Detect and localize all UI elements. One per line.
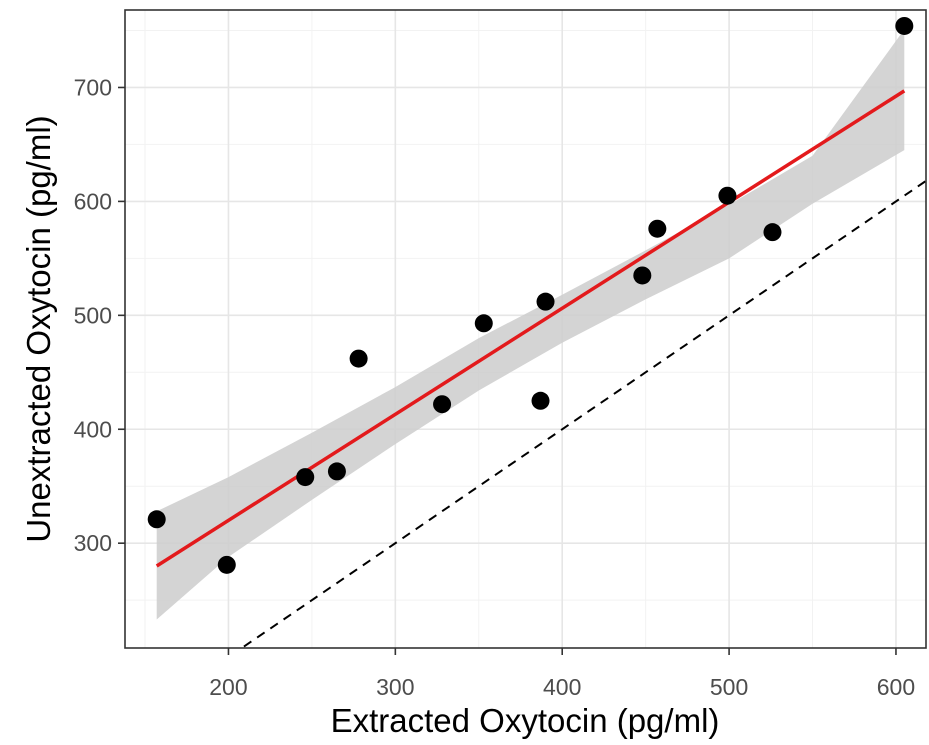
- x-axis-title: Extracted Oxytocin (pg/ml): [331, 702, 720, 739]
- data-point: [531, 391, 550, 410]
- x-tick-label: 300: [376, 674, 414, 700]
- x-axis-ticks: 200 300 400 500 600: [209, 648, 915, 700]
- y-tick-label: 300: [74, 530, 112, 556]
- y-tick-label: 400: [74, 416, 112, 442]
- data-point: [349, 349, 368, 368]
- identity-reference-line: [240, 180, 926, 648]
- data-point: [633, 266, 652, 285]
- data-point: [763, 223, 782, 242]
- data-point: [296, 468, 315, 487]
- y-tick-label: 600: [74, 188, 112, 214]
- plot-border: [124, 9, 927, 649]
- y-axis-title: Unextracted Oxytocin (pg/ml): [20, 115, 57, 542]
- y-axis-ticks: 300 400 500 600 700: [74, 74, 125, 556]
- regression-line: [155, 89, 906, 568]
- data-point: [474, 314, 493, 333]
- data-point: [536, 292, 555, 311]
- data-point: [648, 219, 667, 238]
- x-tick-label: 400: [543, 674, 581, 700]
- x-tick-label: 600: [877, 674, 915, 700]
- x-tick-label: 500: [710, 674, 748, 700]
- data-point: [895, 16, 914, 35]
- data-points: [147, 16, 914, 574]
- data-point: [327, 462, 346, 481]
- y-tick-label: 700: [74, 74, 112, 100]
- data-point: [433, 395, 452, 414]
- data-point: [147, 510, 166, 529]
- data-point: [217, 555, 236, 574]
- y-tick-label: 500: [74, 302, 112, 328]
- x-tick-label: 200: [209, 674, 247, 700]
- data-point: [718, 186, 737, 205]
